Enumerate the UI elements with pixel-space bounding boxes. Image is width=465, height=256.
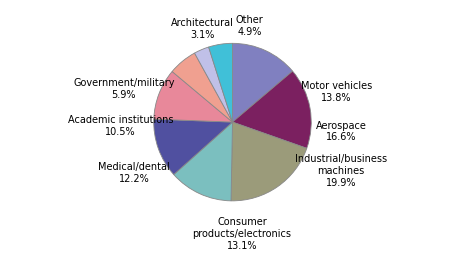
Wedge shape — [154, 119, 232, 175]
Text: Academic institutions
10.5%: Academic institutions 10.5% — [68, 115, 173, 137]
Wedge shape — [232, 43, 292, 122]
Text: Other
4.9%: Other 4.9% — [236, 15, 264, 37]
Text: Architectural
3.1%: Architectural 3.1% — [171, 18, 234, 40]
Text: Consumer
products/electronics
13.1%: Consumer products/electronics 13.1% — [193, 217, 292, 251]
Text: Motor vehicles
13.8%: Motor vehicles 13.8% — [301, 81, 372, 103]
Wedge shape — [154, 71, 232, 122]
Wedge shape — [194, 47, 232, 122]
Text: Industrial/business
machines
19.9%: Industrial/business machines 19.9% — [295, 154, 387, 188]
Text: Medical/dental
12.2%: Medical/dental 12.2% — [98, 163, 170, 184]
Text: Government/military
5.9%: Government/military 5.9% — [73, 78, 174, 100]
Wedge shape — [172, 53, 232, 122]
Text: Aerospace
16.6%: Aerospace 16.6% — [316, 121, 366, 142]
Wedge shape — [209, 43, 232, 122]
Wedge shape — [231, 122, 307, 201]
Wedge shape — [232, 71, 311, 148]
Wedge shape — [174, 122, 232, 201]
